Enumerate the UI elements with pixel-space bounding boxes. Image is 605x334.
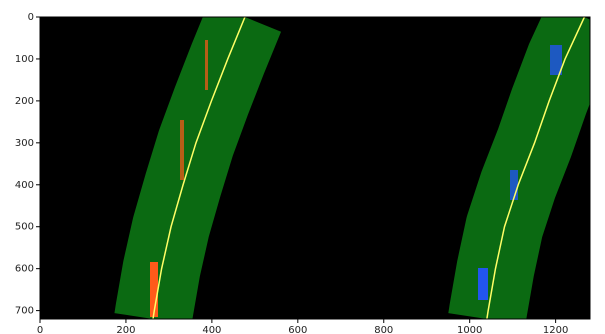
y-tick-label: 700 [15,306,34,317]
x-tick-label: 800 [374,325,393,334]
y-tick-label: 0 [28,12,34,23]
y-tick-label: 500 [15,222,34,233]
page: 0 200 400 600 800 1000 1200 0 100 200 300 400 500 600… [0,0,605,334]
y-tick-label: 400 [15,180,34,191]
y-tick-label: 100 [15,54,34,65]
x-tick-label: 1200 [543,325,568,334]
x-tick-label: 0 [37,325,43,334]
chart: 0 200 400 600 800 1000 1200 0 100 200 300 400 500 600… [0,0,605,334]
y-tick-label: 600 [15,264,34,275]
x-tick-label: 200 [116,325,135,334]
y-tick-label: 300 [15,138,34,149]
x-tick-label: 400 [202,325,221,334]
x-tick-label: 1000 [457,325,482,334]
x-tick-label: 600 [288,325,307,334]
y-tick-label: 200 [15,96,34,107]
